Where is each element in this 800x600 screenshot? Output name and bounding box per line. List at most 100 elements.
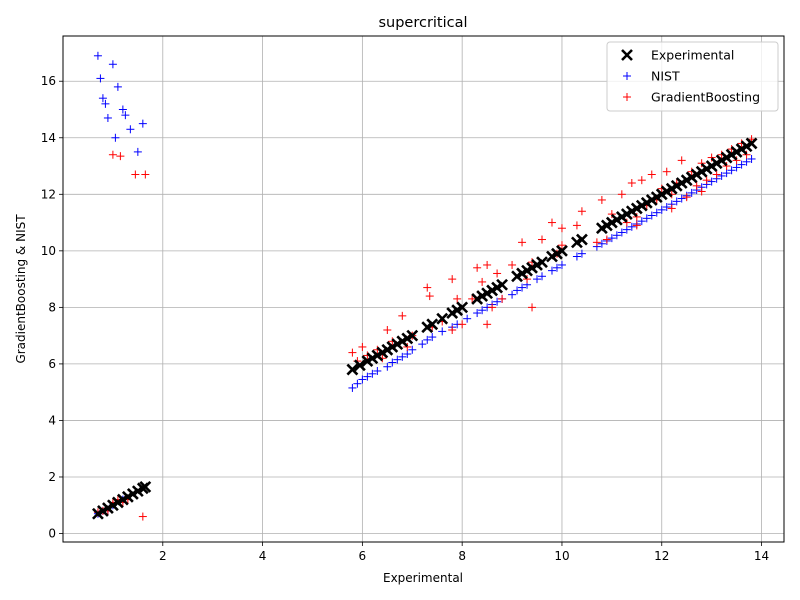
legend-marker xyxy=(621,49,633,61)
data-point xyxy=(518,283,527,292)
data-point xyxy=(722,169,731,178)
data-point xyxy=(118,105,127,114)
data-point xyxy=(677,194,686,203)
data-point xyxy=(138,119,147,128)
data-point xyxy=(727,166,736,175)
y-axis-label: GradientBoosting & NIST xyxy=(14,214,28,364)
data-point xyxy=(438,327,447,336)
data-point xyxy=(141,170,150,179)
data-point xyxy=(425,292,434,301)
x-tick-label: 6 xyxy=(359,549,367,563)
data-point xyxy=(468,294,477,303)
data-point xyxy=(483,260,492,269)
data-point xyxy=(353,379,362,388)
data-point xyxy=(131,170,140,179)
data-point xyxy=(697,187,706,196)
data-point xyxy=(121,111,130,120)
y-tick-label: 14 xyxy=(41,131,56,145)
x-tick-label: 2 xyxy=(159,549,167,563)
data-point xyxy=(453,294,462,303)
legend-marker xyxy=(623,72,631,80)
x-tick-label: 12 xyxy=(654,549,669,563)
data-point xyxy=(677,156,686,165)
data-point xyxy=(523,275,532,284)
x-tick-label: 4 xyxy=(259,549,267,563)
data-point xyxy=(557,241,566,250)
data-point xyxy=(116,152,125,161)
data-points xyxy=(92,51,758,521)
ticks: 2 4 6 8 10 12 14 0 2 4 6 8 10 12 14 16 xyxy=(41,74,769,563)
x-tick-label: 10 xyxy=(554,549,569,563)
data-point xyxy=(383,362,392,371)
data-point xyxy=(403,342,412,351)
data-point xyxy=(657,205,666,214)
data-point xyxy=(662,203,671,212)
data-point xyxy=(538,272,547,281)
data-point xyxy=(667,204,676,213)
y-tick-label: 8 xyxy=(48,300,56,314)
data-point xyxy=(498,294,507,303)
data-point xyxy=(426,318,439,331)
data-point xyxy=(493,297,502,306)
data-point xyxy=(556,244,568,257)
y-tick-label: 16 xyxy=(41,74,56,88)
data-point xyxy=(637,176,646,185)
data-point xyxy=(617,228,626,237)
legend-box xyxy=(606,41,779,112)
grid xyxy=(63,36,784,542)
data-point xyxy=(702,176,711,185)
data-point xyxy=(697,159,706,168)
data-point xyxy=(627,222,636,231)
data-point xyxy=(732,156,741,165)
legend-label: GradientBoosting xyxy=(651,90,760,105)
series-gradientboosting xyxy=(93,135,756,521)
data-point xyxy=(547,218,556,227)
data-point xyxy=(622,218,631,227)
data-point xyxy=(692,181,701,190)
data-point xyxy=(552,263,561,272)
data-point xyxy=(597,195,606,204)
data-point xyxy=(96,74,105,83)
data-point xyxy=(108,150,117,159)
data-point xyxy=(627,178,636,187)
y-tick-label: 12 xyxy=(41,187,56,201)
data-point xyxy=(358,375,367,384)
data-point xyxy=(496,278,509,291)
data-point xyxy=(747,154,756,163)
data-point xyxy=(348,383,357,392)
data-point xyxy=(126,125,135,134)
data-point xyxy=(418,340,427,349)
data-point xyxy=(577,207,586,216)
data-point xyxy=(592,238,601,247)
data-point xyxy=(398,311,407,320)
data-point xyxy=(745,137,758,150)
data-point xyxy=(712,170,721,179)
data-point xyxy=(358,342,367,351)
data-point xyxy=(101,99,110,108)
data-point xyxy=(602,235,611,244)
data-point xyxy=(637,217,646,226)
x-tick-label: 8 xyxy=(458,549,466,563)
data-point xyxy=(672,197,681,206)
data-point xyxy=(528,303,537,312)
data-point xyxy=(547,266,556,275)
data-point xyxy=(622,225,631,234)
data-point xyxy=(478,277,487,286)
data-point xyxy=(393,355,402,364)
data-point xyxy=(423,283,432,292)
data-point xyxy=(533,275,542,284)
y-tick-label: 6 xyxy=(48,357,56,371)
data-point xyxy=(493,269,502,278)
data-point xyxy=(383,325,392,334)
data-point xyxy=(388,358,397,367)
data-point xyxy=(572,221,581,230)
data-point xyxy=(406,329,419,342)
data-point xyxy=(368,369,377,378)
legend-label: NIST xyxy=(651,69,680,84)
data-point xyxy=(722,162,731,171)
x-tick-label: 14 xyxy=(754,549,769,563)
chart-title: supercritical xyxy=(378,15,467,31)
data-point xyxy=(93,51,102,60)
data-point xyxy=(538,235,547,244)
data-point xyxy=(576,233,588,246)
